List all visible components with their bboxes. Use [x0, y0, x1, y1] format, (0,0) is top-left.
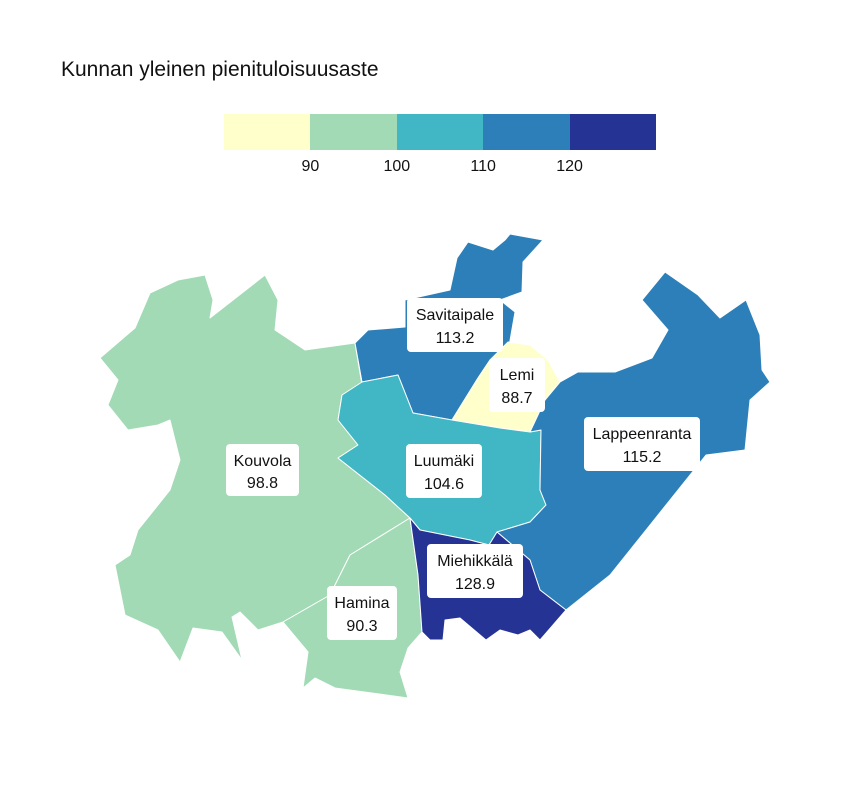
label-hamina-value: 90.3: [346, 618, 377, 635]
label-lappeenranta: Lappeenranta 115.2: [584, 417, 700, 471]
label-savitaipale: Savitaipale 113.2: [407, 298, 503, 352]
label-hamina-box: [327, 586, 397, 640]
label-kouvola-box: [226, 444, 299, 496]
legend-bin-4: [483, 114, 570, 150]
label-luumaki-name: Luumäki: [414, 453, 474, 470]
label-luumaki-box: [406, 444, 482, 498]
legend-tick-120: 120: [556, 158, 583, 175]
label-miehikkala: Miehikkälä 128.9: [427, 544, 523, 598]
legend-bin-2: [310, 114, 397, 150]
label-lemi-box: [489, 358, 545, 412]
legend-tick-100: 100: [383, 158, 411, 175]
label-savitaipale-box: [407, 298, 503, 352]
legend-bin-5: [569, 114, 656, 150]
legend-bin-1: [224, 114, 311, 150]
label-lemi-name: Lemi: [500, 367, 535, 384]
label-hamina-name: Hamina: [334, 595, 389, 612]
color-legend: 90 100 110 120: [224, 114, 656, 175]
label-miehikkala-name: Miehikkälä: [437, 553, 513, 570]
label-lappeenranta-box: [584, 417, 700, 471]
label-kouvola: Kouvola 98.8: [226, 444, 299, 496]
label-savitaipale-value: 113.2: [436, 330, 475, 347]
label-savitaipale-name: Savitaipale: [416, 307, 494, 324]
legend-bin-3: [396, 114, 484, 150]
label-lappeenranta-value: 115.2: [623, 449, 662, 466]
legend-tick-110: 110: [470, 158, 496, 175]
label-luumaki-value: 104.6: [424, 476, 464, 493]
label-luumaki: Luumäki 104.6: [406, 444, 482, 498]
label-kouvola-value: 98.8: [247, 475, 278, 492]
map-title: Kunnan yleinen pienituloisuusaste: [61, 58, 379, 81]
legend-tick-90: 90: [301, 158, 320, 175]
label-miehikkala-value: 128.9: [455, 576, 495, 593]
label-lemi-value: 88.7: [501, 390, 532, 407]
label-lemi: Lemi 88.7: [489, 358, 545, 412]
label-miehikkala-box: [427, 544, 523, 598]
label-kouvola-name: Kouvola: [234, 453, 292, 470]
label-lappeenranta-name: Lappeenranta: [593, 426, 692, 443]
region-labels: Kouvola 98.8 Hamina 90.3 Savitaipale 113…: [226, 298, 700, 640]
label-hamina: Hamina 90.3: [327, 586, 397, 640]
